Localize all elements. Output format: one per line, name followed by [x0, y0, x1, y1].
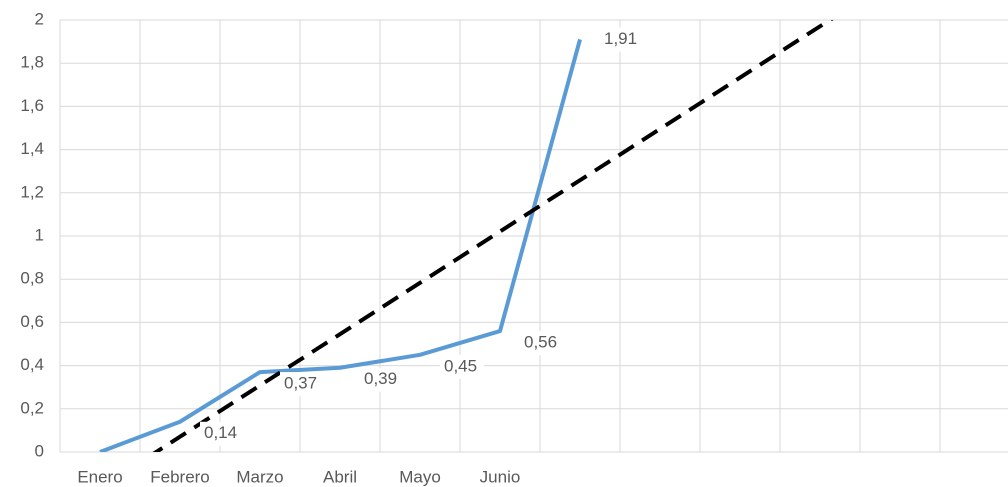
data-label: 0,45 — [444, 356, 477, 375]
x-tick-label: Junio — [480, 467, 521, 486]
trendline — [152, 20, 834, 452]
data-label: 0,37 — [284, 374, 317, 393]
series-line — [99, 38, 582, 452]
x-tick-label: Marzo — [236, 467, 283, 486]
y-tick-label: 0,6 — [20, 312, 44, 331]
data-label: 0,39 — [364, 369, 397, 388]
y-tick-label: 1,8 — [20, 53, 44, 72]
data-label-bg — [520, 331, 564, 356]
y-tick-label: 1 — [35, 225, 44, 244]
x-tick-label: Abril — [323, 467, 357, 486]
grid — [59, 19, 1008, 453]
labels: 0 0,2 0,4 0,6 0,8 1 1,2 1,4 1,6 1,8 2 Enero Febrero M… — [20, 9, 644, 486]
data-label: 0,14 — [204, 423, 237, 442]
y-tick-label: 0,4 — [20, 355, 44, 374]
data-label: 1,91 — [604, 29, 637, 48]
data-label-bg — [200, 421, 244, 446]
y-tick-label: 0,2 — [20, 398, 44, 417]
x-tick-label: Mayo — [399, 467, 441, 486]
data-label-bg — [600, 27, 644, 52]
data-label: 0,56 — [524, 333, 557, 352]
plot-area — [99, 20, 834, 452]
x-tick-label: Febrero — [150, 467, 210, 486]
y-tick-label: 1,2 — [20, 182, 44, 201]
data-label-bg — [440, 354, 484, 379]
y-tick-label: 1,6 — [20, 96, 44, 115]
data-label-bg — [280, 372, 324, 397]
y-tick-label: 1,4 — [20, 139, 44, 158]
y-tick-label: 2 — [35, 9, 44, 28]
y-tick-label: 0,8 — [20, 269, 44, 288]
y-tick-label: 0 — [35, 441, 44, 460]
data-label-bg — [360, 367, 404, 392]
x-tick-label: Enero — [77, 467, 122, 486]
